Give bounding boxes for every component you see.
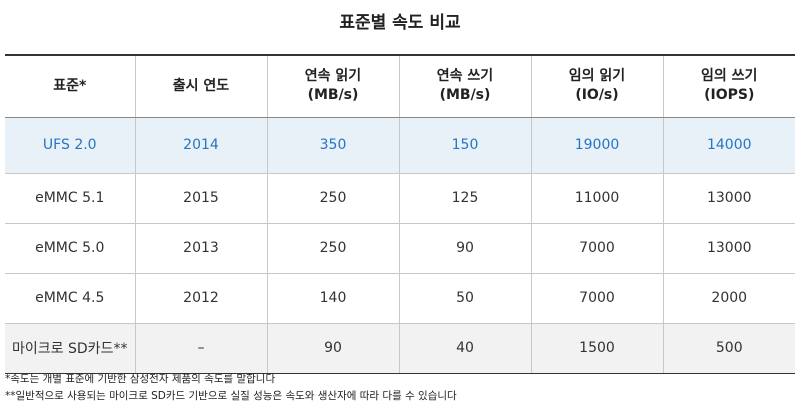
cell-seq-read: 140 <box>266 273 399 324</box>
footnote: **일반적으로 사용되는 마이크로 SD카드 기반으로 실질 성능은 속도와 생… <box>5 390 457 402</box>
cell-rand-read: 7000 <box>530 273 663 324</box>
header-seq-write: 연속 쓰기 (MB/s) <box>398 54 531 118</box>
table-row: eMMC 5.1 2015 250 125 11000 13000 <box>5 173 795 224</box>
cell-standard: eMMC 4.5 <box>5 273 135 324</box>
cell-standard: 마이크로 SD카드** <box>5 323 135 374</box>
table-row: eMMC 5.0 2013 250 90 7000 13000 <box>5 223 795 274</box>
cell-rand-write: 500 <box>662 323 795 374</box>
cell-rand-write: 2000 <box>662 273 795 324</box>
footnotes: *속도는 개별 표준에 기반한 삼성전자 제품의 속도를 말합니다 **일반적으… <box>5 371 457 405</box>
header-rand-read: 임의 읽기 (IO/s) <box>530 54 663 118</box>
cell-year: 2015 <box>134 173 267 224</box>
cell-rand-read: 19000 <box>530 117 663 174</box>
cell-seq-read: 350 <box>266 117 399 174</box>
cell-seq-write: 40 <box>398 323 531 374</box>
cell-seq-write: 125 <box>398 173 531 224</box>
cell-seq-write: 50 <box>398 273 531 324</box>
header-rand-write: 임의 쓰기 (IOPS) <box>662 54 795 118</box>
table-row: eMMC 4.5 2012 140 50 7000 2000 <box>5 273 795 324</box>
cell-seq-read: 250 <box>266 173 399 224</box>
cell-seq-read: 90 <box>266 323 399 374</box>
cell-rand-write: 14000 <box>662 117 795 174</box>
cell-rand-write: 13000 <box>662 173 795 224</box>
cell-seq-write: 90 <box>398 223 531 274</box>
cell-rand-write: 13000 <box>662 223 795 274</box>
cell-standard: eMMC 5.0 <box>5 223 135 274</box>
footnote: *속도는 개별 표준에 기반한 삼성전자 제품의 속도를 말합니다 <box>5 373 276 385</box>
header-standard: 표준* <box>5 54 135 118</box>
cell-standard: eMMC 5.1 <box>5 173 135 224</box>
cell-year: 2012 <box>134 273 267 324</box>
cell-rand-read: 7000 <box>530 223 663 274</box>
cell-standard: UFS 2.0 <box>5 117 135 174</box>
header-release-year: 출시 연도 <box>134 54 267 118</box>
table-row: UFS 2.0 2014 350 150 19000 14000 <box>5 117 795 174</box>
table-row: 마이크로 SD카드** – 90 40 1500 500 <box>5 323 795 374</box>
cell-rand-read: 11000 <box>530 173 663 224</box>
cell-seq-write: 150 <box>398 117 531 174</box>
cell-year: 2013 <box>134 223 267 274</box>
cell-rand-read: 1500 <box>530 323 663 374</box>
cell-year: 2014 <box>134 117 267 174</box>
cell-year: – <box>134 323 267 374</box>
speed-comparison-table: 표준* 출시 연도 연속 읽기 (MB/s) 연속 쓰기 (MB/s) 임의 읽… <box>5 54 795 374</box>
page-title: 표준별 속도 비교 <box>339 13 461 33</box>
table-header-row: 표준* 출시 연도 연속 읽기 (MB/s) 연속 쓰기 (MB/s) 임의 읽… <box>5 54 795 118</box>
header-seq-read: 연속 읽기 (MB/s) <box>266 54 399 118</box>
cell-seq-read: 250 <box>266 223 399 274</box>
